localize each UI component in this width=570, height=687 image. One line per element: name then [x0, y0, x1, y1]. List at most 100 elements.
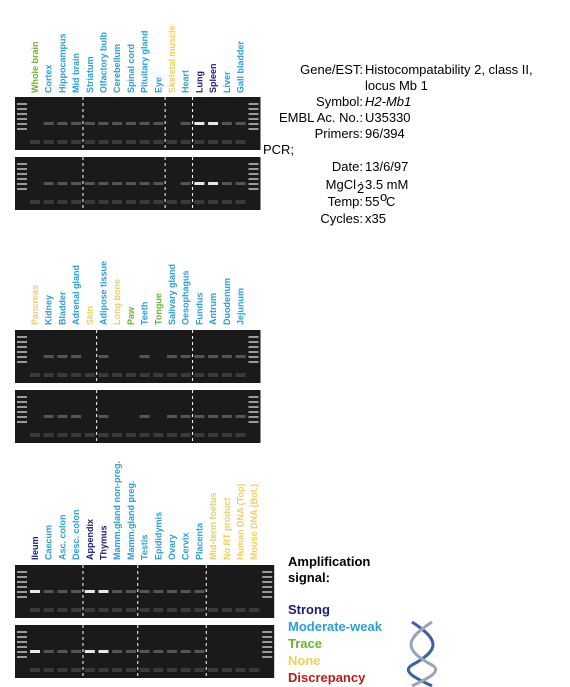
product-band [71, 355, 82, 358]
primer-band [194, 373, 205, 377]
info-label: Cycles: [320, 211, 363, 226]
ladder-band [248, 103, 259, 105]
gel-image [15, 390, 261, 443]
primer-band [112, 608, 123, 612]
product-band [71, 122, 82, 125]
primer-band [235, 433, 246, 437]
ladder-band [248, 341, 259, 343]
ladder-band [17, 401, 27, 403]
lane-label: Striatum [85, 56, 95, 93]
info-value: U35330 [365, 110, 411, 125]
ladder-band [17, 581, 27, 583]
lane-label: Epididymis [153, 512, 163, 560]
primer-band [208, 668, 219, 672]
lane-label: Paw [126, 306, 136, 325]
product-band [57, 590, 68, 593]
lane-label: Placenta [194, 522, 204, 560]
primer-band [180, 433, 191, 437]
ladder-band [262, 576, 273, 578]
primer-band [71, 608, 82, 612]
primer-band [30, 433, 40, 437]
ladder-band [248, 401, 259, 403]
ladder-band [262, 641, 273, 643]
ladder-band [17, 103, 27, 105]
product-band [98, 650, 109, 653]
primer-band [30, 373, 40, 377]
product-band [221, 182, 232, 185]
primer-band [125, 608, 136, 612]
product-band [112, 122, 123, 125]
ladder-band [262, 631, 273, 633]
lane-label: Salivary gland [167, 264, 177, 325]
primer-band [208, 608, 219, 612]
ladder-band [17, 656, 27, 658]
primer-band [180, 140, 191, 144]
lane-label: Tongue [153, 293, 163, 325]
product-band [235, 355, 246, 358]
product-band [57, 415, 68, 418]
primer-band [167, 608, 177, 612]
ladder-band [17, 168, 27, 170]
primer-band [57, 433, 68, 437]
lane-label: Oesophagus [181, 270, 191, 325]
gel-image [15, 330, 261, 383]
ladder-band [17, 416, 27, 418]
info-value: x35 [365, 211, 386, 226]
ladder-band [248, 118, 259, 120]
primer-band [84, 668, 95, 672]
product-band [43, 182, 54, 185]
product-band [98, 590, 109, 593]
primer-band [71, 200, 82, 204]
primer-band [30, 608, 40, 612]
ladder-band [248, 411, 259, 413]
product-band [43, 650, 54, 653]
primer-band [125, 668, 136, 672]
primer-band [84, 608, 95, 612]
lane-label: Lung [194, 71, 204, 93]
gel-image [15, 97, 261, 150]
lane-label: Mid brain [71, 53, 81, 93]
product-band [139, 122, 150, 125]
primer-band [153, 668, 164, 672]
info-value: 96/394 [365, 126, 405, 141]
ladder-band [17, 571, 27, 573]
primer-band [153, 373, 164, 377]
legend-item: Discrepancy [288, 670, 366, 685]
primer-band [71, 140, 82, 144]
legend-item: None [288, 653, 321, 668]
product-band [221, 415, 232, 418]
product-band [112, 182, 123, 185]
primer-band [57, 668, 68, 672]
legend-item: Trace [288, 636, 322, 651]
product-band [180, 355, 191, 358]
product-band [84, 590, 95, 593]
product-band [57, 182, 68, 185]
primer-band [235, 608, 246, 612]
product-band [43, 415, 54, 418]
product-band [30, 650, 40, 653]
ladder-band [262, 596, 273, 598]
primer-band [71, 668, 82, 672]
gel-image [15, 157, 261, 210]
lane-label: Bladder [57, 291, 67, 325]
primer-band [98, 668, 109, 672]
lane-label: Cortex [44, 64, 54, 93]
ladder-band [17, 128, 27, 130]
primer-band [84, 140, 95, 144]
primer-band [43, 433, 54, 437]
primer-band [84, 373, 95, 377]
ladder-band [17, 118, 27, 120]
lane-label: Jejunum [236, 288, 246, 325]
product-band [98, 122, 109, 125]
primer-band [180, 608, 191, 612]
ladder-band [262, 656, 273, 658]
primer-band [125, 140, 136, 144]
ladder-band [262, 651, 273, 653]
ladder-band [17, 396, 27, 398]
primer-band [112, 200, 123, 204]
primer-band [208, 200, 219, 204]
primer-band [112, 140, 123, 144]
primer-band [235, 668, 246, 672]
product-band [57, 122, 68, 125]
gel-panel: Whole brain Cortex Hippocampus Mid brain Str… [15, 25, 261, 210]
